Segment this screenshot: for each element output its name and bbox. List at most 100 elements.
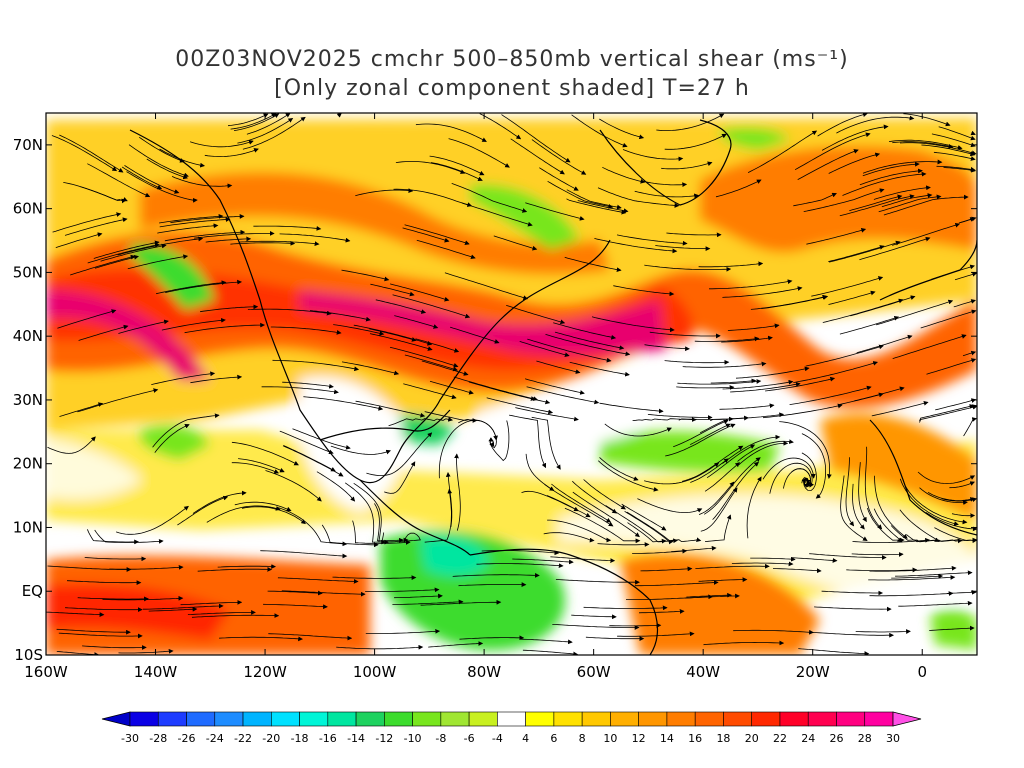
streamline bbox=[65, 607, 143, 612]
colorbar-min-arrow bbox=[101, 711, 131, 727]
streamline bbox=[779, 421, 832, 479]
streamline bbox=[761, 294, 829, 309]
streamline bbox=[855, 629, 911, 634]
colorbar-label: -12 bbox=[375, 732, 393, 745]
streamline bbox=[102, 595, 184, 601]
streamline bbox=[164, 229, 246, 242]
streamline bbox=[960, 216, 977, 223]
streamline bbox=[151, 371, 216, 385]
streamline bbox=[899, 509, 963, 544]
streamline bbox=[722, 434, 781, 464]
lon-tick-label: 160W bbox=[24, 663, 68, 681]
streamline bbox=[730, 382, 801, 393]
streamline bbox=[571, 114, 628, 148]
streamline bbox=[632, 548, 688, 554]
colorbar-swatch bbox=[214, 711, 244, 727]
streamline bbox=[676, 385, 735, 390]
streamline bbox=[230, 240, 296, 246]
shading-east-atlantic bbox=[620, 553, 820, 655]
streamline bbox=[515, 407, 579, 422]
streamline bbox=[156, 280, 227, 295]
colorbar-swatch bbox=[129, 711, 159, 727]
streamline bbox=[375, 299, 427, 314]
colorbar: -30 -28 -26 -24 -22 -20 -18 -16 -14 -12 -10 -8 -6 -4 4… bbox=[101, 711, 922, 745]
colorbar-label: 8 bbox=[579, 732, 586, 745]
streamline bbox=[858, 462, 867, 523]
streamline bbox=[190, 374, 243, 384]
streamline bbox=[836, 115, 915, 134]
streamline bbox=[644, 344, 690, 352]
colorbar-label: 30 bbox=[886, 732, 900, 745]
streamline bbox=[59, 402, 104, 417]
colorbar-swatch bbox=[468, 711, 498, 727]
streamline bbox=[665, 423, 736, 457]
streamline bbox=[845, 457, 855, 527]
streamline bbox=[444, 272, 529, 300]
coast-europe bbox=[879, 239, 977, 301]
streamline bbox=[564, 256, 622, 273]
streamline bbox=[458, 582, 527, 587]
streamline bbox=[481, 550, 560, 556]
streamline bbox=[594, 238, 678, 254]
streamline bbox=[867, 507, 903, 543]
streamline bbox=[546, 495, 591, 518]
streamline bbox=[698, 261, 764, 268]
streamline bbox=[536, 360, 581, 374]
streamline bbox=[919, 487, 968, 505]
streamline bbox=[395, 161, 466, 174]
streamline bbox=[789, 385, 872, 405]
streamline bbox=[949, 481, 975, 489]
colorbar-swatch bbox=[864, 711, 894, 727]
lat-tick-label: 70N bbox=[13, 136, 43, 154]
streamline bbox=[276, 507, 348, 547]
streamline bbox=[906, 534, 977, 544]
streamline bbox=[695, 563, 770, 569]
streamline bbox=[146, 158, 188, 180]
streamline bbox=[738, 440, 789, 466]
streamline bbox=[219, 636, 303, 642]
streamline bbox=[694, 336, 760, 342]
streamline bbox=[809, 631, 894, 638]
streamline bbox=[656, 113, 725, 131]
streamline bbox=[677, 379, 762, 385]
streamline bbox=[817, 113, 868, 137]
streamline bbox=[599, 402, 664, 414]
streamline bbox=[851, 552, 904, 557]
shear-shading-layer bbox=[46, 113, 977, 655]
streamline bbox=[839, 315, 900, 335]
streamline bbox=[644, 264, 732, 272]
streamline bbox=[917, 471, 976, 484]
colorbar-swatch bbox=[440, 711, 470, 727]
streamline bbox=[512, 558, 574, 565]
streamline bbox=[647, 414, 713, 420]
colorbar-swatch bbox=[610, 711, 639, 727]
streamline bbox=[336, 644, 424, 650]
streamline bbox=[883, 194, 969, 216]
streamline bbox=[547, 519, 612, 543]
colorbar-swatch bbox=[270, 711, 300, 727]
streamline bbox=[715, 179, 762, 198]
streamline bbox=[341, 361, 400, 376]
streamline bbox=[242, 116, 306, 150]
streamline bbox=[862, 159, 943, 174]
streamline bbox=[231, 441, 299, 466]
streamline bbox=[765, 376, 836, 392]
streamline bbox=[666, 232, 722, 238]
streamline bbox=[971, 404, 977, 409]
lat-tick-label: EQ bbox=[22, 582, 43, 600]
streamline bbox=[970, 130, 976, 136]
coastline-layer bbox=[129, 119, 977, 655]
streamline bbox=[552, 624, 640, 630]
streamline bbox=[828, 245, 885, 262]
streamline bbox=[415, 123, 487, 142]
lat-tick-label: 20N bbox=[13, 455, 43, 473]
streamline bbox=[253, 225, 322, 231]
streamline bbox=[638, 609, 685, 614]
streamline bbox=[874, 475, 908, 539]
streamline bbox=[279, 233, 351, 243]
shading-neg-patch-1-core bbox=[420, 536, 490, 577]
streamline bbox=[520, 638, 573, 645]
streamline bbox=[602, 166, 646, 184]
streamline bbox=[217, 564, 276, 569]
streamline bbox=[746, 476, 762, 539]
